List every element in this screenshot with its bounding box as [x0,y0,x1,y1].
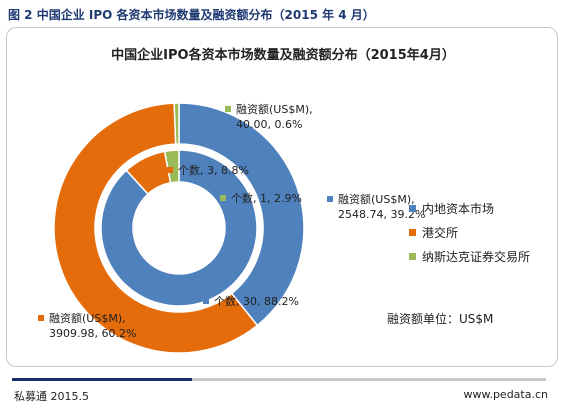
inner-data-label-nasdaq: 个数, 1, 2.9% [231,192,302,205]
footer-rule-accent [12,378,192,381]
outer-data-label-hk-line-2: 3909.98, 60.2% [49,327,136,340]
footer-source: 私募通 2015.5 [14,390,89,403]
legend-label-nasdaq: 纳斯达克证券交易所 [422,249,530,264]
donut-chart: 中国企业IPO各资本市场数量及融资额分布（2015年4月） 个数, 30, 88… [38,47,530,354]
inner-label-marker-nasdaq [220,195,226,201]
outer-label-marker-hk [38,315,44,321]
outer-data-label-nasdaq-line-2: 40.00, 0.6% [236,118,302,131]
outer-ring-slice-nasdaq [173,102,180,145]
inner-ring-slice-nasdaq [163,149,180,184]
footer-website: www.pedata.cn [463,388,548,401]
outer-label-marker-nasdaq [225,106,231,112]
inner-data-label-inland: 个数, 30, 88.2% [214,295,299,308]
inner-ring-slice-inland [100,149,258,307]
legend-swatch-hk [409,229,416,236]
inner-label-marker-inland [203,298,209,304]
legend-label-inland: 内地资本市场 [422,201,494,216]
inner-label-marker-hk [167,167,173,173]
outer-data-label-inland-line-1: 融资额(US$M), [338,193,415,206]
chart-container: 中国企业IPO各资本市场数量及融资额分布（2015年4月） 个数, 30, 88… [6,27,558,367]
chart-title: 中国企业IPO各资本市场数量及融资额分布（2015年4月） [111,47,455,63]
outer-data-label-nasdaq-line-1: 融资额(US$M), [236,103,313,116]
inner-data-label-hk: 个数, 3, 8.8% [178,164,249,177]
figure-title: 图 2 中国企业 IPO 各资本市场数量及融资额分布（2015 年 4 月） [8,8,375,22]
footer-rule [192,378,546,381]
legend-swatch-inland [409,205,416,212]
unit-note: 融资额单位：US$M [387,311,493,326]
outer-label-marker-inland [327,196,333,202]
outer-data-label-inland-line-2: 2548.74, 39.2% [338,208,425,221]
legend-swatch-nasdaq [409,253,416,260]
outer-ring-slice-inland [178,102,305,327]
legend-label-hk: 港交所 [422,225,458,240]
outer-ring-slice-hk [53,102,259,354]
outer-data-label-hk-line-1: 融资额(US$M), [49,312,126,325]
